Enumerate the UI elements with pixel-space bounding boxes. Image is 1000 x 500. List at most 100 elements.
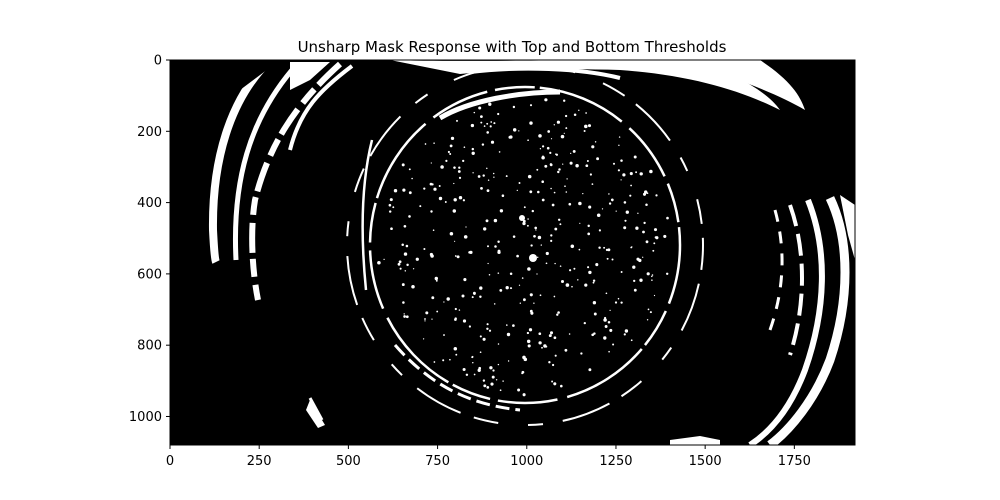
- speckle-dot: [620, 159, 623, 162]
- speckle-dot: [443, 334, 445, 336]
- speckle-dot: [383, 258, 385, 261]
- speckle-dot: [497, 363, 500, 366]
- speckle-dot: [536, 273, 538, 275]
- speckle-dot: [607, 248, 611, 252]
- speckle-dot: [649, 169, 653, 174]
- speckle-dot: [537, 190, 540, 194]
- speckle-dot: [486, 167, 488, 170]
- speckle-dot: [408, 191, 412, 195]
- speckle-dot: [497, 250, 501, 255]
- speckle-dot: [473, 373, 476, 376]
- speckle-dot: [587, 124, 592, 128]
- bottom-band: [670, 436, 720, 445]
- threshold-image: [180, 60, 855, 445]
- speckle-dot: [579, 222, 581, 224]
- y-tick-label: 400: [137, 196, 162, 211]
- speckle-dot: [424, 320, 426, 322]
- speckle-dot: [539, 148, 542, 150]
- speckle-dot: [402, 188, 406, 192]
- speckle-dot: [555, 153, 557, 156]
- speckle-dot: [480, 187, 483, 190]
- speckle-dot: [533, 302, 535, 304]
- speckle-dot: [556, 120, 561, 124]
- speckle-dot: [481, 143, 485, 146]
- speckle-dot: [637, 212, 639, 214]
- plot-area: [169, 59, 856, 446]
- inner-ring: [368, 85, 682, 405]
- speckle-dot: [442, 359, 445, 362]
- speckle-dot: [645, 203, 648, 207]
- speckle-dot: [550, 187, 552, 190]
- speckle-dot: [489, 366, 493, 370]
- speckle-dot: [521, 277, 524, 279]
- speckle-dot: [527, 267, 531, 271]
- speckle-dot: [512, 128, 517, 132]
- speckle-dot: [635, 226, 639, 230]
- speckle-dot: [565, 283, 570, 287]
- speckle-dot: [403, 224, 407, 228]
- speckle-dot: [573, 113, 577, 117]
- speckle-dot: [436, 310, 439, 313]
- speckle-dot: [575, 163, 579, 168]
- speckle-dot: [591, 183, 594, 185]
- speckle-dot: [454, 255, 457, 257]
- speckle-dot: [518, 130, 520, 132]
- speckle-dot: [550, 234, 553, 237]
- outer-arc-left-1: [208, 60, 271, 264]
- speckle-dot: [463, 278, 467, 282]
- speckle-dot: [594, 141, 597, 143]
- speckle-dot: [433, 187, 437, 191]
- speckle-dot: [572, 149, 576, 153]
- speckle-dot: [377, 260, 381, 265]
- speckle-dot: [438, 185, 441, 187]
- speckle-dot: [618, 136, 621, 138]
- speckle-dot: [509, 272, 513, 275]
- speckle-dot: [585, 112, 587, 114]
- speckle-dot: [434, 276, 438, 281]
- speckle-dot: [454, 307, 457, 311]
- speckle-dot: [401, 163, 405, 167]
- speckle-dot: [638, 258, 642, 263]
- speckle-dot: [635, 171, 638, 174]
- speckle-dot: [601, 208, 604, 210]
- speckle-dot: [499, 209, 504, 213]
- speckle-dot: [553, 336, 557, 340]
- speckle-dot: [640, 172, 643, 175]
- speckle-dot: [465, 226, 467, 228]
- speckle-dot: [424, 318, 426, 320]
- speckle-dot: [587, 232, 591, 236]
- speckle-dot: [550, 239, 553, 242]
- speckle-dot: [578, 248, 581, 251]
- ring-highlight-top-2: [469, 66, 621, 80]
- speckle-dot: [560, 279, 565, 284]
- speckle-dot: [447, 150, 450, 154]
- speckle-dot: [530, 244, 533, 247]
- speckle-dot: [449, 144, 453, 148]
- speckle-dot: [478, 106, 482, 110]
- speckle-dot: [655, 236, 659, 240]
- speckle-dot: [471, 296, 474, 299]
- speckle-dot: [488, 273, 491, 276]
- speckle-dot: [430, 210, 433, 213]
- speckle-dot: [548, 361, 551, 364]
- speckle-dot: [625, 210, 629, 214]
- speckle-dot: [450, 136, 455, 141]
- speckle-dot: [592, 279, 596, 282]
- speckle-dot: [603, 246, 606, 249]
- speckle-dot: [519, 302, 521, 304]
- speckle-dot: [425, 311, 429, 315]
- y-tick-label: 1000: [129, 410, 162, 425]
- speckle-dot: [443, 301, 445, 303]
- speckle-dot: [585, 164, 589, 168]
- speckle-dot: [512, 235, 516, 238]
- speckle-dot: [622, 173, 626, 177]
- speckle-dot: [589, 173, 593, 176]
- speckle-dot: [651, 279, 653, 281]
- speckle-dot: [480, 115, 483, 118]
- speckle-dot: [488, 329, 492, 332]
- speckle-dot: [547, 130, 551, 133]
- speckle-dot: [489, 125, 492, 128]
- speckle-dot: [486, 122, 489, 125]
- speckle-dot: [551, 363, 555, 367]
